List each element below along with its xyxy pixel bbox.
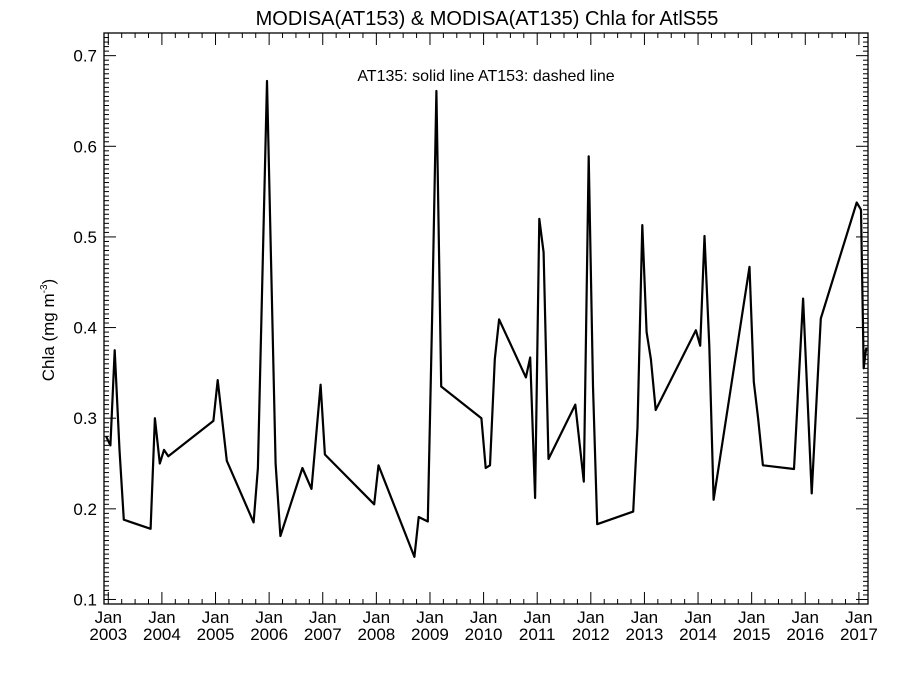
x-tick-label-year: 2013 [626,625,664,644]
x-tick-label-year: 2014 [679,625,717,644]
x-tick-label-month: Jan [684,608,711,627]
x-tick-label-month: Jan [202,608,229,627]
x-tick-label-month: Jan [845,608,872,627]
x-tick-label-month: Jan [631,608,658,627]
x-tick-label-year: 2009 [411,625,449,644]
y-axis: 0.1 0.2 0.3 0.4 0.5 0.6 0.7 [73,32,868,609]
x-tick-label-year: 2004 [143,625,181,644]
line-style-note: AT135: solid line AT153: dashed line [357,68,614,85]
series-layer [105,79,868,559]
y-tick-label: 0.4 [73,319,97,338]
y-tick-label: 0.7 [73,47,97,66]
x-tick-label-month: Jan [309,608,336,627]
x-tick-label-year: 2012 [572,625,610,644]
y-axis-label-close: ) [39,279,58,285]
y-axis-label-sup: -3 [39,284,50,293]
svg-text:Chla (mg m-3): Chla (mg m-3) [39,279,58,381]
x-tick-label-month: Jan [416,608,443,627]
x-tick-label-year: 2003 [89,625,127,644]
x-tick-label-month: Jan [792,608,819,627]
x-tick-label-year: 2011 [519,625,556,644]
x-tick-label-year: 2007 [304,625,342,644]
y-tick-label: 0.1 [73,590,97,609]
x-tick-label-year: 2010 [465,625,503,644]
x-tick-label-month: Jan [148,608,175,627]
y-tick-label: 0.5 [73,228,97,247]
x-tick-label-year: 2005 [197,625,235,644]
series-line-at135 [105,79,868,559]
x-tick-label-month: Jan [738,608,765,627]
x-tick-label-month: Jan [95,608,122,627]
x-tick-label-year: 2016 [786,625,824,644]
x-tick-label-month: Jan [363,608,390,627]
y-tick-label: 0.6 [73,137,97,156]
plot-frame [103,32,869,605]
x-tick-label-month: Jan [255,608,282,627]
y-axis-label-main: Chla (mg m [39,293,58,381]
x-tick-label-month: Jan [577,608,604,627]
x-tick-label-year: 2008 [357,625,395,644]
x-axis: Jan2003Jan2004Jan2005Jan2006Jan2007Jan20… [89,33,878,644]
y-tick-label: 0.3 [73,409,97,428]
x-tick-label-year: 2006 [250,625,288,644]
x-tick-label-year: 2017 [840,625,878,644]
x-tick-label-month: Jan [523,608,550,627]
x-tick-label-month: Jan [470,608,497,627]
x-tick-label-year: 2015 [733,625,771,644]
y-axis-label: Chla (mg m-3) [39,279,58,381]
chart-title: MODISA(AT153) & MODISA(AT135) Chla for A… [256,8,719,30]
y-tick-label: 0.2 [73,500,97,519]
